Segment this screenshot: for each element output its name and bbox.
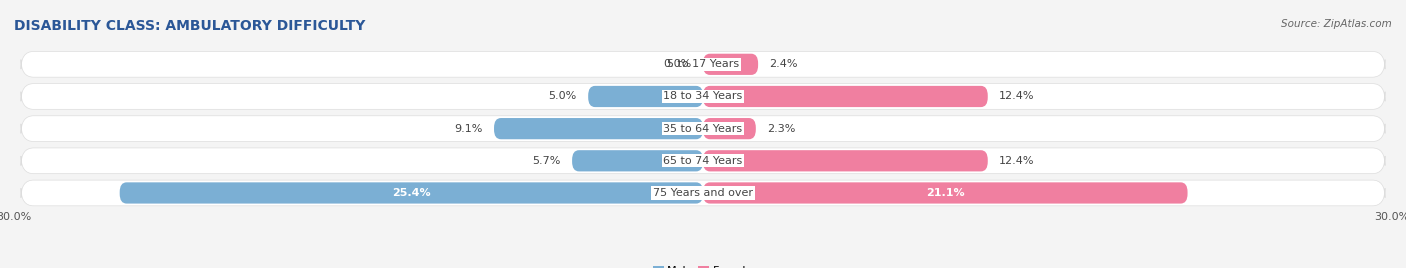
FancyBboxPatch shape [21,180,1385,206]
Text: 75 Years and over: 75 Years and over [652,188,754,198]
Text: DISABILITY CLASS: AMBULATORY DIFFICULTY: DISABILITY CLASS: AMBULATORY DIFFICULTY [14,19,366,33]
FancyBboxPatch shape [21,84,1385,109]
Text: 21.1%: 21.1% [927,188,965,198]
Text: 5.7%: 5.7% [533,156,561,166]
FancyBboxPatch shape [703,54,758,75]
FancyBboxPatch shape [21,116,1385,142]
FancyBboxPatch shape [703,118,756,139]
FancyBboxPatch shape [120,182,703,204]
Text: 0.0%: 0.0% [664,59,692,69]
FancyBboxPatch shape [703,86,988,107]
FancyBboxPatch shape [572,150,703,172]
FancyBboxPatch shape [494,118,703,139]
FancyBboxPatch shape [21,51,1385,77]
Text: 35 to 64 Years: 35 to 64 Years [664,124,742,134]
Text: 65 to 74 Years: 65 to 74 Years [664,156,742,166]
Text: 5 to 17 Years: 5 to 17 Years [666,59,740,69]
Legend: Male, Female: Male, Female [652,266,754,268]
FancyBboxPatch shape [21,148,1385,174]
FancyBboxPatch shape [703,182,1188,204]
FancyBboxPatch shape [703,150,988,172]
Text: 2.4%: 2.4% [769,59,799,69]
Text: 2.3%: 2.3% [768,124,796,134]
Text: Source: ZipAtlas.com: Source: ZipAtlas.com [1281,19,1392,29]
Text: 5.0%: 5.0% [548,91,576,102]
FancyBboxPatch shape [588,86,703,107]
Text: 25.4%: 25.4% [392,188,430,198]
Text: 18 to 34 Years: 18 to 34 Years [664,91,742,102]
Text: 9.1%: 9.1% [454,124,482,134]
Text: 12.4%: 12.4% [1000,91,1035,102]
Text: 12.4%: 12.4% [1000,156,1035,166]
